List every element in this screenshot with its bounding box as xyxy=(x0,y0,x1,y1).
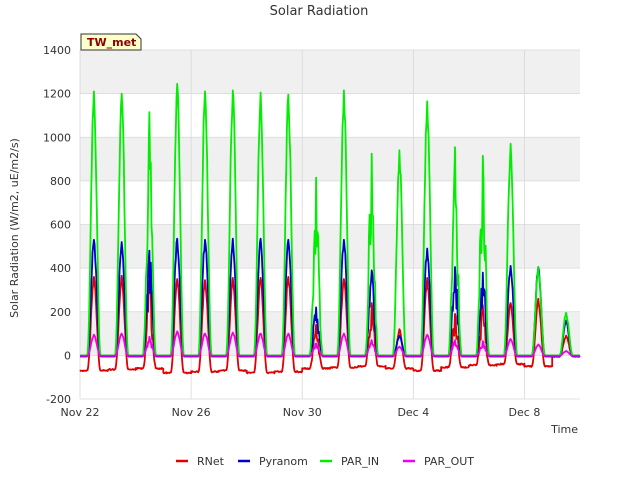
plot-band xyxy=(80,355,580,399)
y-tick-label: 1200 xyxy=(43,88,71,101)
plot-band xyxy=(80,311,580,356)
plot-band xyxy=(80,224,580,269)
y-tick-label: 200 xyxy=(50,306,71,319)
y-axis-title: Solar Radiation (W/m2, uE/m2/s) xyxy=(8,138,21,318)
x-axis-ticks: Nov 22 Nov 26 Nov 30 Dec 4 Dec 8 xyxy=(61,406,541,419)
series-line-rnet xyxy=(79,274,581,375)
x-tick-label: Dec 4 xyxy=(397,406,429,419)
plot-band xyxy=(80,93,580,138)
series-layer xyxy=(79,82,581,375)
y-tick-label: 400 xyxy=(50,262,71,275)
site-tag: TW_met xyxy=(80,33,142,51)
plot-bands xyxy=(80,50,580,399)
x-tick-label: Dec 8 xyxy=(509,406,541,419)
plot-band xyxy=(80,180,580,225)
x-axis-title: Time xyxy=(550,423,578,436)
site-tag-label: TW_met xyxy=(87,36,136,49)
x-tick-label: Nov 22 xyxy=(61,406,100,419)
y-axis-ticks: -200 0 200 400 600 800 1000 1200 1400 xyxy=(43,44,71,406)
site-tag-box xyxy=(80,33,142,51)
x-tick-label: Nov 26 xyxy=(172,406,211,419)
y-tick-label: 1400 xyxy=(43,44,71,57)
y-tick-label: 800 xyxy=(50,175,71,188)
y-tick-label: 0 xyxy=(64,349,71,362)
x-tick-label: Nov 30 xyxy=(283,406,322,419)
legend-label: RNet xyxy=(197,455,225,468)
plot-band xyxy=(80,268,580,312)
legend: RNet Pyranom PAR_IN PAR_OUT xyxy=(176,455,474,468)
chart-title: Solar Radiation xyxy=(270,4,369,19)
legend-label: Pyranom xyxy=(259,455,308,468)
legend-label: PAR_OUT xyxy=(424,455,474,468)
legend-label: PAR_IN xyxy=(341,455,379,468)
plot-band xyxy=(80,137,580,181)
series-line-par-out xyxy=(79,330,581,357)
y-tick-label: -200 xyxy=(46,393,71,406)
plot-band xyxy=(80,50,580,94)
y-tick-label: 600 xyxy=(50,219,71,232)
y-tick-label: 1000 xyxy=(43,131,71,144)
